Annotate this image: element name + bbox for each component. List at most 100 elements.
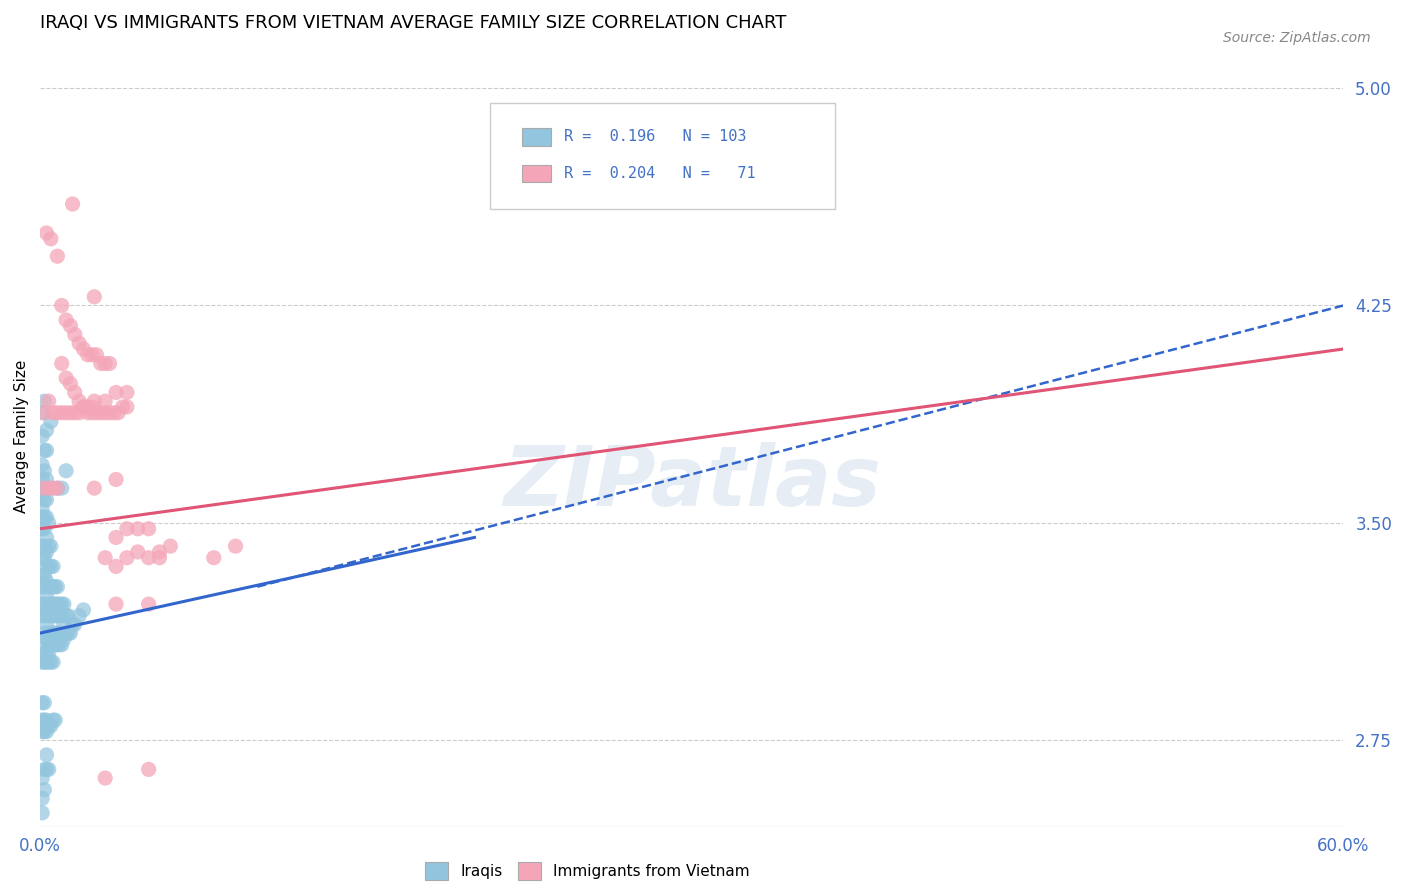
Point (38, 539, 60, 553)
Point (34, 655, 56, 669)
Point (51, 298, 73, 312)
Point (38, 580, 60, 594)
Point (90, 406, 112, 420)
Point (31, 805, 53, 820)
Point (76, 348, 98, 362)
Point (72, 400, 94, 414)
Point (62, 617, 84, 632)
Point (98, 406, 121, 420)
Point (38, 608, 60, 623)
Point (31, 696, 53, 710)
Point (55, 626, 77, 640)
Point (34, 492, 56, 507)
Point (38, 763, 60, 777)
Point (46, 608, 69, 623)
Point (39, 414, 62, 428)
Point (51, 638, 73, 652)
Point (46, 481, 69, 495)
Point (83, 481, 105, 495)
Point (67, 406, 90, 420)
Point (39, 626, 62, 640)
Point (51, 608, 73, 623)
Point (58, 608, 80, 623)
Point (90, 356, 112, 370)
Point (31, 655, 53, 669)
Point (31, 510, 53, 524)
Point (42, 608, 65, 623)
Point (76, 400, 98, 414)
Point (35, 574, 58, 588)
Point (111, 400, 134, 414)
Point (82, 406, 104, 420)
Point (42, 406, 65, 420)
Point (39, 559, 62, 574)
Point (59, 626, 82, 640)
Point (42, 481, 65, 495)
Point (34, 443, 56, 458)
FancyBboxPatch shape (522, 165, 551, 182)
Point (39, 719, 62, 733)
Point (38, 597, 60, 611)
Point (31, 597, 53, 611)
Point (51, 626, 73, 640)
Point (34, 481, 56, 495)
Point (159, 539, 181, 553)
Point (44, 608, 66, 623)
Point (105, 597, 128, 611)
Point (82, 348, 104, 362)
Point (39, 232, 62, 246)
Point (34, 580, 56, 594)
Point (52, 597, 75, 611)
Point (105, 559, 128, 574)
Point (31, 406, 53, 420)
Point (31, 724, 53, 739)
Point (31, 522, 53, 536)
Point (44, 638, 66, 652)
Point (31, 487, 53, 501)
Point (35, 226, 58, 240)
Point (39, 638, 62, 652)
Point (39, 580, 62, 594)
Point (34, 464, 56, 478)
Point (51, 356, 73, 370)
Point (86, 348, 108, 362)
Point (39, 608, 62, 623)
Point (34, 568, 56, 582)
Legend: Iraqis, Immigrants from Vietnam: Iraqis, Immigrants from Vietnam (419, 855, 756, 887)
Point (31, 458, 53, 472)
Text: ZIPatlas: ZIPatlas (503, 442, 880, 524)
Point (46, 597, 69, 611)
Point (34, 696, 56, 710)
Point (63, 385, 86, 400)
FancyBboxPatch shape (522, 128, 551, 145)
Point (34, 647, 56, 661)
Point (59, 318, 82, 333)
Point (62, 197, 84, 211)
Point (94, 394, 117, 409)
Point (35, 589, 58, 603)
Point (35, 603, 58, 617)
Point (38, 647, 60, 661)
Point (31, 638, 53, 652)
Point (35, 724, 58, 739)
Point (115, 400, 138, 414)
Point (35, 531, 58, 545)
Point (148, 545, 170, 559)
Point (76, 406, 98, 420)
Point (35, 763, 58, 777)
Point (39, 655, 62, 669)
Point (83, 394, 105, 409)
Text: R =  0.204   N =   71: R = 0.204 N = 71 (564, 166, 755, 181)
Point (44, 626, 66, 640)
Text: Source: ZipAtlas.com: Source: ZipAtlas.com (1223, 31, 1371, 45)
Point (35, 443, 58, 458)
Point (34, 724, 56, 739)
Point (34, 522, 56, 536)
Point (103, 406, 125, 420)
Point (107, 406, 129, 420)
Point (138, 597, 160, 611)
Point (35, 559, 58, 574)
Point (35, 510, 58, 524)
Point (42, 580, 65, 594)
Point (48, 626, 70, 640)
